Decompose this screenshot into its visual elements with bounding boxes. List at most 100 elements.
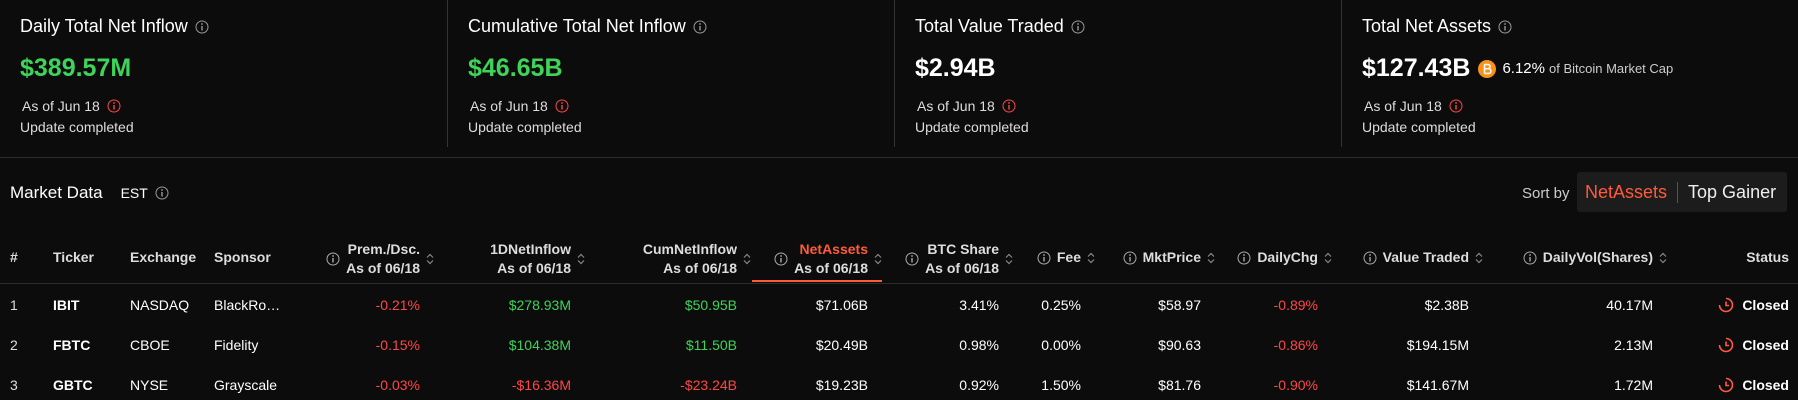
column-name: BTC Share: [927, 241, 999, 257]
table-cell: -0.90%: [1273, 377, 1318, 393]
card-value: $2.94B: [915, 54, 996, 82]
table-cell: 40.17M: [1606, 297, 1653, 313]
table-cell: $278.93M: [508, 297, 571, 313]
column-sub: As of 06/18: [497, 260, 571, 276]
card-as-of: As of Jun 18: [917, 98, 1016, 114]
column-header[interactable]: Value Traded: [1363, 248, 1483, 267]
market-title: Market Data: [10, 183, 103, 202]
status-text: Closed: [1742, 337, 1789, 353]
sort-option[interactable]: Top Gainer: [1688, 181, 1777, 202]
header-text: DailyChg: [1257, 248, 1318, 267]
sort-arrows[interactable]: [577, 253, 585, 265]
info-icon[interactable]: [693, 20, 707, 34]
column-header[interactable]: BTC Share As of 06/18: [905, 240, 1013, 278]
table-cell: -0.21%: [375, 297, 420, 313]
sort-label: Sort by: [1522, 185, 1570, 202]
market-header: Market Data EST: [10, 183, 169, 203]
info-icon[interactable]: [1363, 251, 1377, 265]
sort-arrows[interactable]: [743, 253, 751, 265]
sort-arrows[interactable]: [1324, 252, 1332, 264]
table-cell: $11.50B: [685, 337, 737, 353]
info-icon[interactable]: [1071, 20, 1085, 34]
sort-option[interactable]: NetAssets: [1577, 181, 1679, 203]
info-icon[interactable]: [155, 186, 169, 200]
column-header: Exchange: [130, 248, 196, 267]
column-header[interactable]: DailyChg: [1237, 248, 1332, 267]
column-name: Status: [1746, 249, 1789, 265]
table-cell[interactable]: IBIT: [53, 297, 80, 313]
sort-arrows[interactable]: [1005, 253, 1013, 265]
timezone[interactable]: EST: [121, 185, 169, 201]
info-icon[interactable]: [1037, 251, 1051, 265]
header-text: Prem./Dsc. As of 06/18: [346, 240, 420, 278]
sort-arrows[interactable]: [874, 253, 882, 265]
card-value: $389.57M: [20, 54, 132, 82]
card-value: $127.43B: [1362, 54, 1471, 82]
card-title: Total Value Traded: [915, 16, 1085, 37]
sort-arrows[interactable]: [1659, 252, 1667, 264]
info-icon[interactable]: [1523, 251, 1537, 265]
closed-icon: [1719, 297, 1734, 313]
bitcoin-icon: [1478, 59, 1497, 78]
table-cell: -0.89%: [1273, 297, 1318, 313]
table-cell: 0.92%: [959, 377, 999, 393]
card-value-row: $389.57M: [20, 54, 131, 83]
column-name: NetAssets: [799, 241, 868, 257]
closed-icon: [1719, 377, 1734, 393]
table-cell: -$23.24B: [680, 377, 737, 393]
update-status: Update completed: [915, 119, 1029, 135]
column-name: MktPrice: [1142, 249, 1201, 265]
info-icon[interactable]: [555, 99, 569, 113]
table-cell: $20.49B: [815, 337, 868, 353]
info-icon[interactable]: [195, 20, 209, 34]
table-cell: $2.38B: [1424, 297, 1469, 313]
card-as-of: As of Jun 18: [470, 98, 569, 114]
update-status: Update completed: [20, 119, 134, 135]
column-header[interactable]: CumNetInflow As of 06/18: [643, 240, 751, 278]
info-icon[interactable]: [774, 252, 788, 266]
column-header[interactable]: Prem./Dsc. As of 06/18: [326, 240, 434, 278]
table-cell: CBOE: [130, 337, 170, 353]
table-cell: $90.63: [1158, 337, 1201, 353]
update-status: Update completed: [468, 119, 582, 135]
header-text: NetAssets As of 06/18: [794, 240, 868, 278]
sort-arrows[interactable]: [1087, 252, 1095, 264]
info-icon[interactable]: [1002, 99, 1016, 113]
info-icon[interactable]: [326, 252, 340, 266]
column-header[interactable]: NetAssets As of 06/18: [752, 240, 882, 282]
table-cell[interactable]: FBTC: [53, 337, 91, 353]
card-value-row: $2.94B: [915, 54, 996, 83]
header-text: Status: [1746, 248, 1789, 267]
update-status: Update completed: [1362, 119, 1476, 135]
column-header[interactable]: DailyVol(Shares): [1523, 248, 1667, 267]
card-as-of: As of Jun 18: [22, 98, 121, 114]
column-header[interactable]: Fee: [1037, 248, 1095, 267]
column-header: Ticker: [53, 248, 94, 267]
column-name: Value Traded: [1382, 249, 1469, 265]
closed-icon: [1719, 337, 1734, 353]
btc-share: 6.12%: [1502, 60, 1545, 77]
info-icon[interactable]: [905, 252, 919, 266]
sort-arrows[interactable]: [426, 253, 434, 265]
table-cell: $141.67M: [1406, 377, 1469, 393]
summary-card: Daily Total Net Inflow $389.57M As of Jun …: [0, 0, 447, 147]
card-title-text: Daily Total Net Inflow: [20, 16, 188, 36]
column-header[interactable]: 1DNetInflow As of 06/18: [490, 240, 585, 278]
card-as-of: As of Jun 18: [1364, 98, 1463, 114]
header-text: MktPrice: [1143, 248, 1201, 267]
table-cell: NASDAQ: [130, 297, 190, 313]
info-icon[interactable]: [107, 99, 121, 113]
column-name: Fee: [1056, 249, 1081, 265]
column-header[interactable]: MktPrice: [1123, 248, 1215, 267]
card-title: Daily Total Net Inflow: [20, 16, 209, 37]
info-icon[interactable]: [1123, 251, 1137, 265]
sort-arrows[interactable]: [1207, 252, 1215, 264]
as-of-text: As of Jun 18: [1364, 98, 1442, 114]
info-icon[interactable]: [1449, 99, 1463, 113]
timezone-label: EST: [120, 185, 148, 201]
column-name: Prem./Dsc.: [347, 241, 420, 257]
table-cell[interactable]: GBTC: [53, 377, 93, 393]
sort-arrows[interactable]: [1475, 252, 1483, 264]
info-icon[interactable]: [1237, 251, 1251, 265]
info-icon[interactable]: [1498, 20, 1512, 34]
